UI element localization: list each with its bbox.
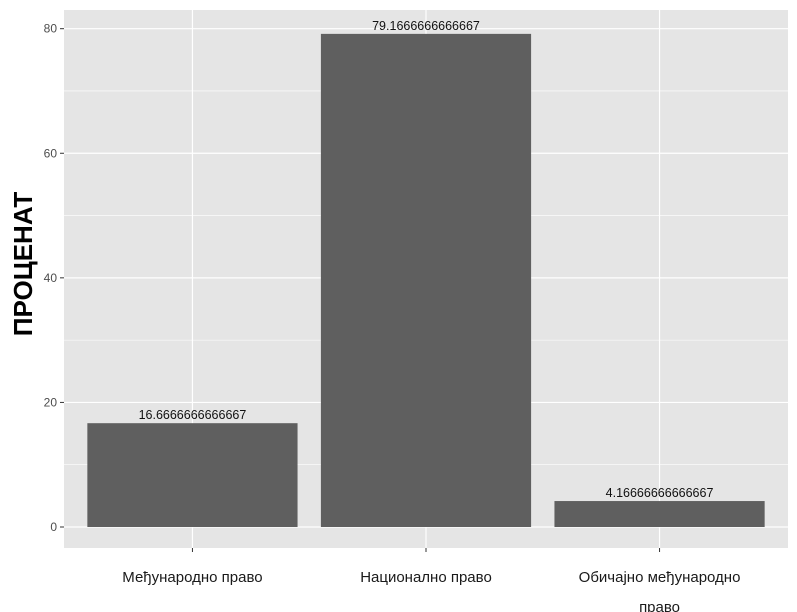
- x-category-label-line: право: [639, 599, 680, 612]
- x-category-label-line: Национално право: [360, 569, 492, 586]
- x-category-label-line: Обичајно међународно: [579, 569, 741, 586]
- bar: [87, 423, 298, 527]
- bar: [554, 501, 765, 527]
- x-category-label: Међународно право: [122, 569, 262, 586]
- bars: 16.6666666666667 79.1666666666667 4.166666…: [87, 19, 765, 528]
- y-tick-label: 60: [44, 146, 58, 160]
- y-tick-label: 20: [44, 395, 58, 409]
- x-category-label: Национално право: [360, 569, 492, 586]
- bar-data-label: 79.1666666666667: [372, 19, 480, 33]
- y-axis-ticks: 0 20 40 60 80: [44, 22, 64, 534]
- bar: [320, 33, 532, 528]
- x-category-label-line: Међународно право: [122, 569, 262, 586]
- bar-data-label: 16.6666666666667: [139, 408, 247, 422]
- y-tick-label: 80: [44, 22, 58, 36]
- y-tick-label: 40: [44, 271, 58, 285]
- x-category-label: Обичајно међународно право: [579, 569, 741, 612]
- x-axis-category-labels: Међународно право Национално право Обичајн…: [122, 548, 740, 612]
- y-axis-title: ПРОЦЕНАТ: [8, 192, 38, 337]
- y-tick-label: 0: [50, 520, 57, 534]
- bar-data-label: 4.16666666666667: [606, 486, 714, 500]
